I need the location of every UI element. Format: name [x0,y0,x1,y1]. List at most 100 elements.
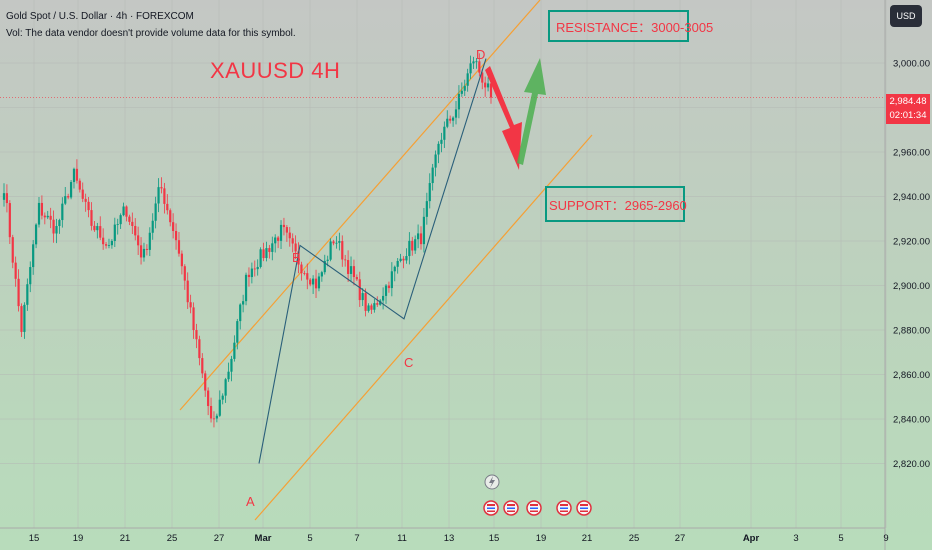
candle [282,217,286,236]
candle [224,377,227,403]
wave-abcd-line[interactable] [258,58,487,464]
wave-point-c[interactable]: C [404,355,414,370]
candle [250,262,253,284]
candle [361,288,364,307]
flash-event-icon[interactable] [484,474,500,490]
candle [314,269,318,298]
current-price-badge: 2,984.48 02:01:34 [886,94,930,124]
candle [393,265,396,282]
candle [332,239,335,246]
candle [8,200,11,245]
candle [341,235,344,267]
candle [239,303,242,330]
candle [192,302,195,339]
price-tick-label: 2,940.00 [893,192,930,203]
candle [242,294,245,313]
candle [166,194,169,215]
forecast-up-arrow[interactable] [517,58,546,165]
wave-point-a[interactable]: A [246,494,255,509]
event-markers[interactable] [483,474,592,516]
economic-event-icon[interactable] [526,500,542,516]
candle [262,242,265,262]
candle [169,208,172,227]
candle [180,250,183,275]
candle [204,370,207,397]
candle [253,260,256,277]
candle [131,212,134,235]
candle [90,202,93,231]
candle [75,159,79,184]
candle [134,218,137,241]
candle [279,220,283,250]
price-tick-label: 3,000.00 [893,59,930,70]
symbol-title: Gold Spot / U.S. Dollar · 4h · FOREXCOM [6,11,194,22]
candle [484,76,487,97]
candle [137,226,140,255]
candle [408,232,411,265]
candle [390,262,393,297]
time-tick-label: Apr [743,533,760,544]
candle [268,244,271,259]
candle [387,281,391,293]
candle [96,222,99,239]
candle [335,236,338,249]
resistance-zone-box[interactable]: RESISTANCE：3000-3005 [548,10,713,42]
economic-event-icon[interactable] [576,500,592,516]
candle [102,228,105,250]
price-tick-label: 2,900.00 [893,281,930,292]
candle [329,238,332,262]
candle [367,303,370,313]
candle [43,212,46,225]
time-axis[interactable]: 15 19 21 25 27 Mar 5 7 11 13 15 19 21 25 27 Apr 3 5 9 [29,533,889,544]
candle [451,116,455,127]
candle [460,82,463,97]
candle [466,68,469,92]
economic-event-icon[interactable] [556,500,572,516]
candle [110,239,113,249]
candle [396,258,399,274]
candles [2,53,493,428]
time-tick-label: 21 [120,533,131,544]
time-tick-label: 25 [629,533,640,544]
candle [274,234,277,253]
support-zone-box[interactable]: SUPPORT：2965-2960 [545,186,687,222]
wave-point-d[interactable]: D [476,47,486,62]
candle [297,242,300,274]
economic-event-icon[interactable] [483,500,499,516]
time-tick-label: 5 [307,533,312,544]
candle [11,234,14,269]
candle [422,208,426,253]
candle [309,277,312,287]
candle [247,267,251,287]
wave-point-b[interactable]: B [292,250,301,265]
candle [271,236,274,261]
candle [277,235,280,249]
candle [382,287,385,310]
currency-button[interactable]: USD [890,5,922,27]
time-tick-label: 27 [675,533,686,544]
symbol-timeframe-label[interactable]: XAUUSD 4H [210,58,341,83]
economic-event-icon[interactable] [503,500,519,516]
candle [349,256,353,282]
channel-lower-line[interactable] [254,134,593,521]
candle [306,263,309,290]
time-tick-label: 21 [582,533,593,544]
candle [40,195,44,220]
candle [352,259,356,286]
candle [26,278,29,311]
price-tick-label: 2,960.00 [893,148,930,159]
candle [233,335,236,362]
candle [364,288,367,317]
candle [122,202,125,217]
bar-countdown: 02:01:34 [889,110,927,121]
candle [358,271,361,307]
candle [201,353,204,379]
candle [355,274,358,282]
candle [373,298,376,313]
candle [107,238,111,249]
candle [14,256,17,287]
forecast-down-arrow[interactable] [485,66,522,170]
candle [174,223,178,250]
